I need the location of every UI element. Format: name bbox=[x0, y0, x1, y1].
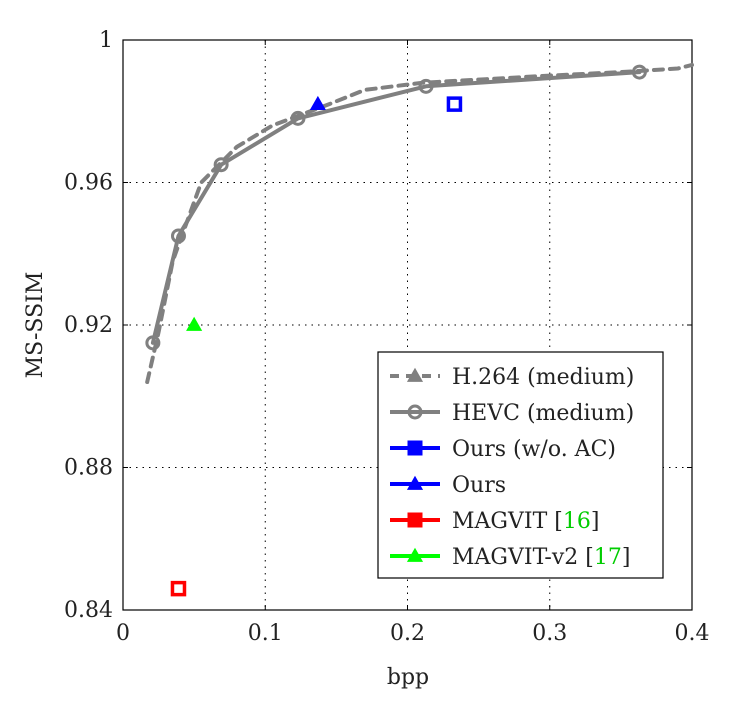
x-tick-label: 0.4 bbox=[675, 621, 710, 646]
x-tick-label: 0 bbox=[116, 621, 130, 646]
legend-entry-magvit-16: MAGVIT [16] bbox=[390, 509, 599, 534]
legend-label-hevc-medium: HEVC (medium) bbox=[452, 401, 634, 426]
legend-marker-magvit-v2-17 bbox=[406, 547, 424, 562]
series-h-264-medium bbox=[145, 62, 694, 384]
legend-marker-hevc-medium bbox=[407, 404, 423, 420]
legend-entry-ours-w-o-ac: Ours (w/o. AC) bbox=[390, 437, 616, 462]
legend-label-ours: Ours bbox=[452, 473, 506, 498]
series-line-hevc-medium bbox=[150, 70, 642, 345]
legend-label-magvit-v2-17: MAGVIT-v2 [17] bbox=[452, 545, 630, 570]
data-point-ours bbox=[309, 95, 326, 111]
x-axis-label: bpp bbox=[387, 665, 429, 690]
legend: H.264 (medium) HEVC (medium) Ours (w/o. AC… bbox=[377, 351, 664, 579]
data-point-hevc-medium bbox=[170, 228, 186, 244]
y-tick-label: 0.96 bbox=[64, 171, 113, 196]
legend-marker-magvit-16 bbox=[407, 512, 423, 528]
series-magvit-16 bbox=[170, 580, 187, 597]
data-point-ours-w-o-ac bbox=[446, 96, 463, 112]
y-axis-label: MS-SSIM bbox=[23, 272, 48, 379]
legend-marker-h-264-medium bbox=[406, 367, 424, 382]
data-point-hevc-medium bbox=[145, 335, 161, 351]
legend-label-ours-w-o-ac: Ours (w/o. AC) bbox=[452, 437, 616, 462]
y-tick-label: 0.92 bbox=[64, 313, 113, 338]
series-ours bbox=[309, 95, 326, 111]
legend-label-magvit-16: MAGVIT [16] bbox=[452, 509, 599, 534]
data-point-hevc-medium bbox=[213, 157, 229, 173]
y-tick-label: 1 bbox=[99, 28, 113, 53]
y-tick-label: 0.84 bbox=[64, 598, 113, 623]
legend-entry-hevc-medium: HEVC (medium) bbox=[390, 401, 634, 426]
series-magvit-v2-17 bbox=[186, 316, 203, 331]
x-tick-label: 0.1 bbox=[248, 621, 283, 646]
x-tick-label: 0.3 bbox=[532, 621, 567, 646]
series-layer bbox=[145, 62, 694, 597]
data-point-magvit-16 bbox=[170, 580, 187, 597]
y-tick-label: 0.88 bbox=[64, 456, 113, 481]
data-point-hevc-medium bbox=[418, 78, 434, 94]
ticks-layer: 0 0.1 0.2 0.3 0.4 0.84 0.88 0.92 0.96 1 bbox=[64, 28, 709, 646]
data-point-hevc-medium bbox=[631, 64, 647, 80]
data-point-hevc-medium bbox=[290, 110, 306, 126]
legend-marker-ours bbox=[406, 475, 424, 490]
legend-entry-h-264-medium: H.264 (medium) bbox=[390, 365, 634, 390]
legend-entry-ours: Ours bbox=[390, 473, 506, 498]
data-point-magvit-v2-17 bbox=[186, 316, 203, 331]
series-ours-w-o-ac bbox=[446, 96, 463, 112]
series-hevc-medium bbox=[145, 64, 647, 351]
x-tick-label: 0.2 bbox=[390, 621, 425, 646]
legend-marker-ours-w-o-ac bbox=[407, 440, 423, 456]
legend-entry-magvit-v2-17: MAGVIT-v2 [17] bbox=[390, 545, 630, 570]
legend-box bbox=[377, 351, 664, 579]
legend-label-h-264-medium: H.264 (medium) bbox=[452, 365, 634, 390]
series-line-h-264-medium bbox=[145, 62, 694, 384]
